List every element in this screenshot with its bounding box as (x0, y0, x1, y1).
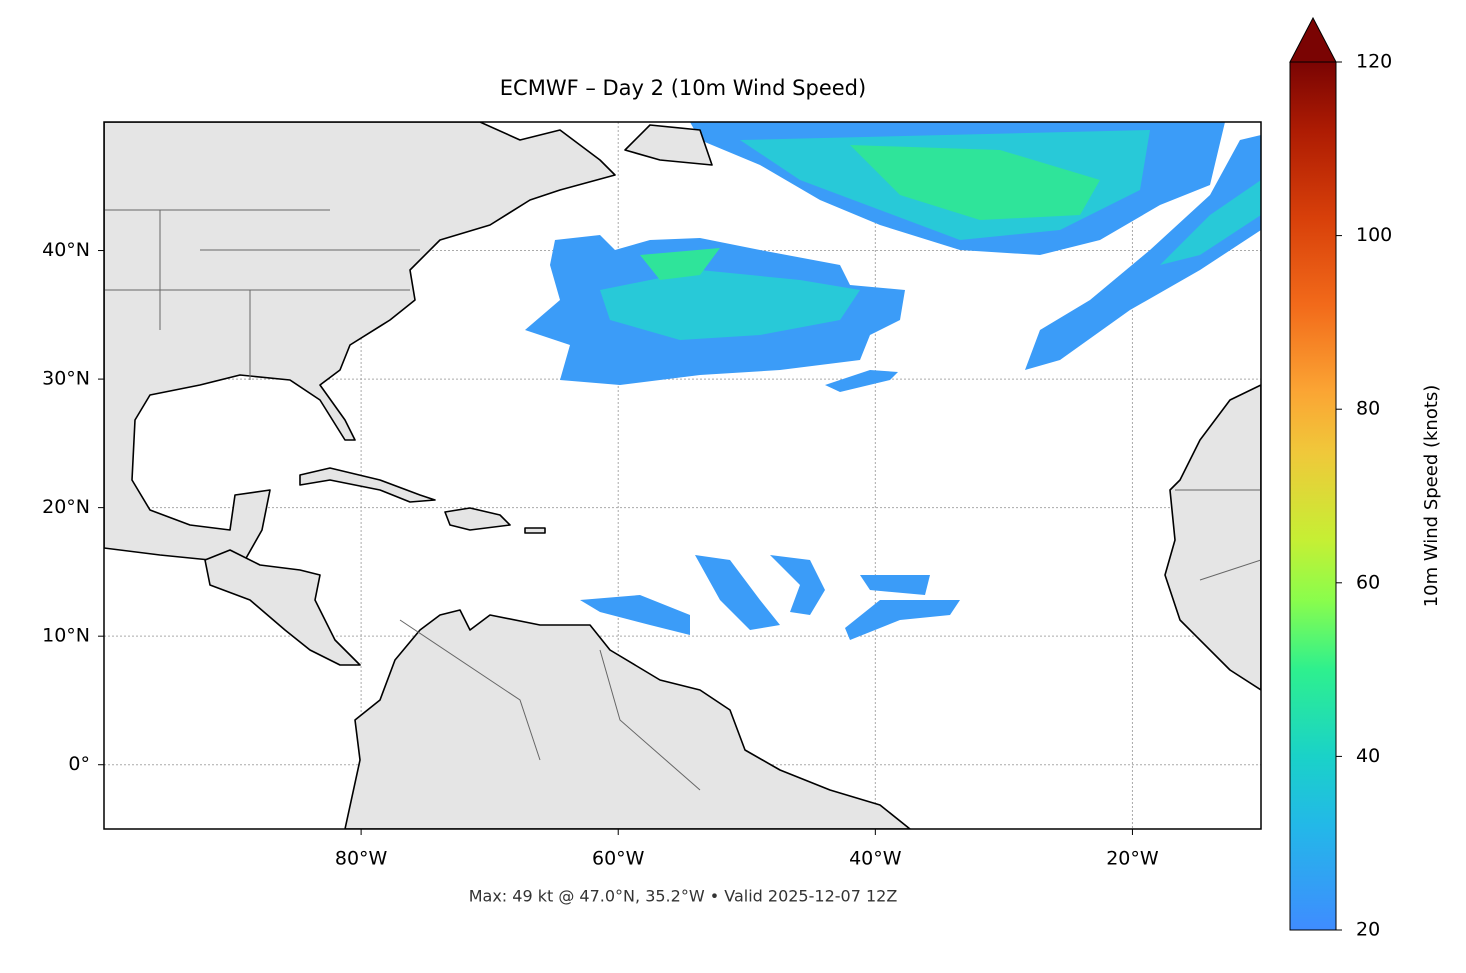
map-frame (103, 121, 1262, 830)
wind-field (525, 122, 1261, 640)
colorbar-tick-label: 60 (1356, 571, 1380, 593)
map-title: ECMWF – Day 2 (10m Wind Speed) (500, 76, 866, 100)
colorbar-tick-label: 20 (1356, 919, 1380, 941)
colorbar (1289, 61, 1337, 931)
y-tick-label: 0° (68, 753, 90, 775)
map-area (104, 122, 1261, 829)
colorbar-extend (1289, 16, 1337, 63)
colorbar-tick-label: 40 (1356, 745, 1380, 767)
footer-note: Max: 49 kt @ 47.0°N, 35.2°W • Valid 2025… (469, 887, 898, 906)
x-tick-label: 40°W (849, 848, 902, 870)
land (104, 122, 1261, 829)
x-tick-label: 60°W (592, 848, 645, 870)
y-tick-label: 30°N (42, 368, 90, 390)
colorbar-tick-label: 100 (1356, 224, 1392, 246)
colorbar-label: 10m Wind Speed (knots) (1421, 385, 1442, 608)
colorbar-tick-label: 80 (1356, 398, 1380, 420)
x-tick-label: 80°W (335, 848, 388, 870)
colorbar-tick-label: 120 (1356, 51, 1392, 73)
y-tick-label: 40°N (42, 239, 90, 261)
y-tick-label: 10°N (42, 625, 90, 647)
y-tick-label: 20°N (42, 496, 90, 518)
x-tick-label: 20°W (1106, 848, 1159, 870)
